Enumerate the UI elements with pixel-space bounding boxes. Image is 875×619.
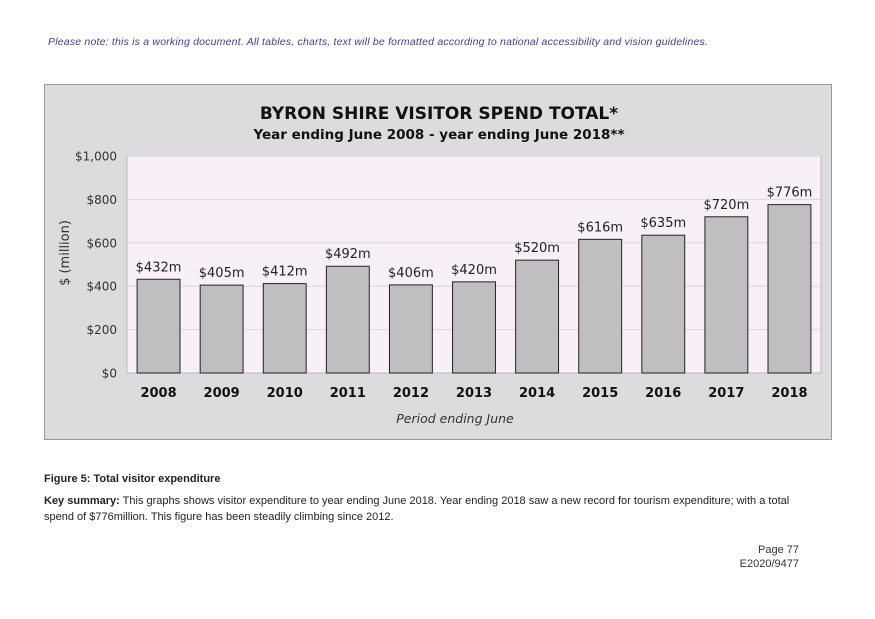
key-summary-label: Key summary: [44,495,120,507]
bar-chart: BYRON SHIRE VISITOR SPEND TOTAL* Year en… [58,104,822,426]
bar-2016 [641,234,686,374]
document-reference: E2020/9477 [739,558,799,570]
data-label: $420m [451,263,497,278]
data-label: $616m [577,220,623,235]
key-summary-text: This graphs shows visitor expenditure to… [44,495,790,523]
bar-2008 [136,278,181,374]
bar-2015 [578,238,623,374]
bar-2012 [388,284,433,374]
x-tick-label: 2010 [267,386,303,401]
key-summary: Key summary: This graphs shows visitor e… [44,493,814,525]
x-tick-label: 2018 [771,386,807,401]
chart-title: BYRON SHIRE VISITOR SPEND TOTAL* [260,104,618,124]
x-tick-label: 2011 [330,386,366,401]
figure-caption: Figure 5: Total visitor expenditure [44,473,221,485]
page-number: Page 77 [758,544,799,556]
bar-2011 [325,265,370,374]
accessibility-note: Please note: this is a working document.… [48,36,709,48]
page-info: Page 77 E2020/9477 [740,543,799,571]
bar-2013 [452,281,496,374]
x-tick-label: 2016 [645,386,681,401]
x-tick-label: 2015 [582,386,618,401]
data-label: $432m [136,260,182,275]
data-label: $492m [325,247,371,262]
bar-2009 [199,284,244,374]
data-label: $635m [640,216,686,231]
data-label: $720m [703,198,749,213]
y-tick-label: $800 [86,193,117,207]
x-tick-label: 2014 [519,386,555,401]
bar-2017 [704,216,749,374]
data-label: $405m [199,266,245,281]
y-axis-label: $ (million) [58,220,73,286]
chart-subtitle: Year ending June 2008 - year ending June… [252,127,624,143]
x-tick-label: 2008 [140,386,176,401]
data-label: $520m [514,241,560,256]
y-tick-label: $200 [86,323,117,337]
x-tick-label: 2012 [393,386,429,401]
y-tick-label: $400 [86,280,117,294]
x-tick-label: 2013 [456,386,492,401]
data-label: $406m [388,266,434,281]
x-tick-label: 2009 [204,386,240,401]
y-tick-label: $1,000 [75,150,117,164]
bar-2010 [262,283,307,374]
bar-2018 [767,204,812,374]
chart-frame: BYRON SHIRE VISITOR SPEND TOTAL* Year en… [44,84,832,440]
y-tick-label: $600 [86,236,117,250]
x-axis-label: Period ending June [396,411,514,426]
bar-2014 [515,259,560,374]
data-label: $412m [262,265,308,280]
y-tick-label: $0 [102,367,117,381]
x-tick-label: 2017 [708,386,744,401]
data-label: $776m [767,186,813,201]
